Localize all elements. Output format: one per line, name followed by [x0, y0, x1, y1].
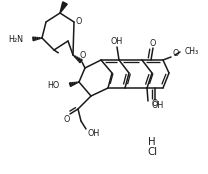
Polygon shape — [78, 58, 80, 61]
Polygon shape — [73, 55, 74, 56]
Polygon shape — [35, 37, 36, 40]
Text: O: O — [150, 39, 156, 49]
Text: O: O — [152, 100, 158, 109]
Text: OH: OH — [111, 38, 123, 46]
Text: H: H — [148, 137, 156, 147]
Polygon shape — [37, 38, 38, 39]
Polygon shape — [74, 82, 75, 84]
Text: O: O — [173, 49, 179, 58]
Polygon shape — [76, 57, 78, 59]
Text: CH₃: CH₃ — [185, 46, 199, 56]
Text: O: O — [75, 17, 82, 26]
Text: OH: OH — [88, 129, 100, 137]
Polygon shape — [72, 83, 73, 85]
Text: Cl: Cl — [147, 147, 157, 157]
Polygon shape — [74, 56, 76, 58]
Text: H₂N: H₂N — [8, 34, 23, 44]
Polygon shape — [33, 37, 34, 41]
Polygon shape — [39, 38, 40, 39]
Text: O: O — [64, 114, 70, 124]
Polygon shape — [69, 83, 72, 86]
Text: HO: HO — [47, 81, 59, 89]
Text: O: O — [80, 52, 86, 61]
Polygon shape — [79, 59, 82, 63]
Polygon shape — [60, 2, 67, 13]
Polygon shape — [76, 82, 77, 84]
Text: OH: OH — [151, 101, 163, 110]
